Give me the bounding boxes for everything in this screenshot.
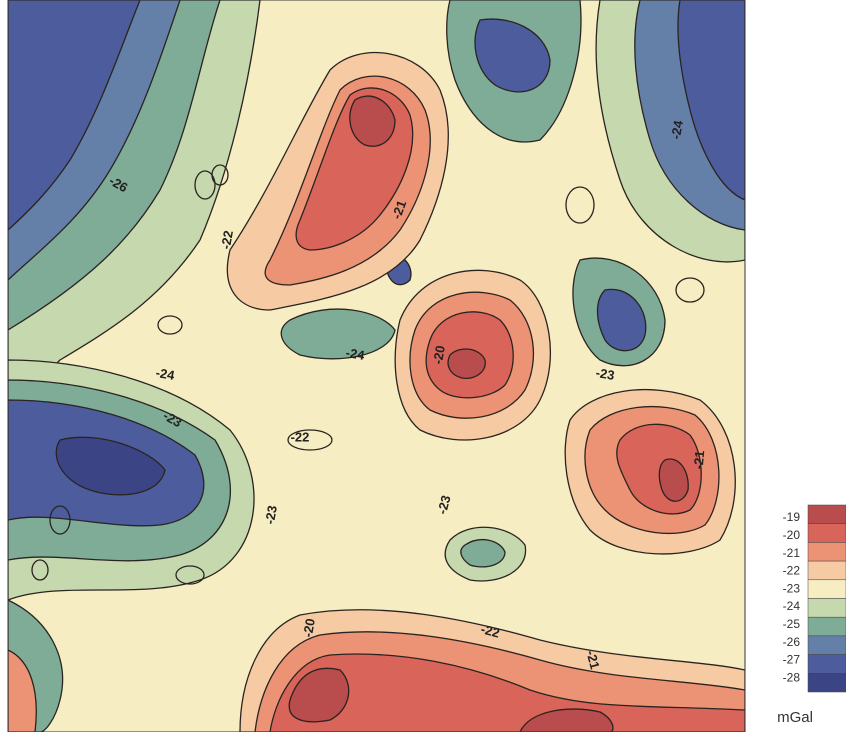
legend-swatch bbox=[808, 542, 846, 561]
legend-level: -21 bbox=[783, 546, 801, 560]
legend-swatch bbox=[808, 636, 846, 655]
legend-swatch bbox=[808, 580, 846, 599]
legend-level: -27 bbox=[783, 653, 801, 667]
legend-level: -24 bbox=[783, 599, 801, 613]
contour-region bbox=[461, 540, 505, 567]
contour-map: -21-22-24-24-20-23-22-23-23-23-22-21-21-… bbox=[8, 0, 745, 732]
legend-swatch bbox=[808, 524, 846, 543]
legend-swatch bbox=[808, 655, 846, 674]
legend-level: -25 bbox=[783, 617, 801, 631]
legend-swatch bbox=[808, 561, 846, 580]
legend-level: -22 bbox=[783, 564, 801, 578]
legend-swatch bbox=[808, 673, 846, 692]
legend: -19 -20 -21 -22 -23 -24 -25 -26 -27 -28 bbox=[783, 505, 846, 692]
legend-swatch bbox=[808, 617, 846, 636]
legend-swatch bbox=[808, 505, 846, 524]
contour-label: -22 bbox=[291, 429, 310, 444]
contour-region bbox=[448, 349, 485, 378]
legend-level: -26 bbox=[783, 635, 801, 649]
legend-level: -20 bbox=[783, 528, 801, 542]
legend-unit: mGal bbox=[777, 709, 813, 726]
legend-level: -19 bbox=[783, 510, 801, 524]
contour-label: -21 bbox=[691, 450, 708, 470]
page: -21-22-24-24-20-23-22-23-23-23-22-21-21-… bbox=[0, 0, 846, 732]
legend-level: -23 bbox=[783, 581, 801, 595]
legend-level: -28 bbox=[783, 670, 801, 684]
gravity-map: -21-22-24-24-20-23-22-23-23-23-22-21-21-… bbox=[0, 0, 846, 732]
legend-swatch bbox=[808, 599, 846, 618]
